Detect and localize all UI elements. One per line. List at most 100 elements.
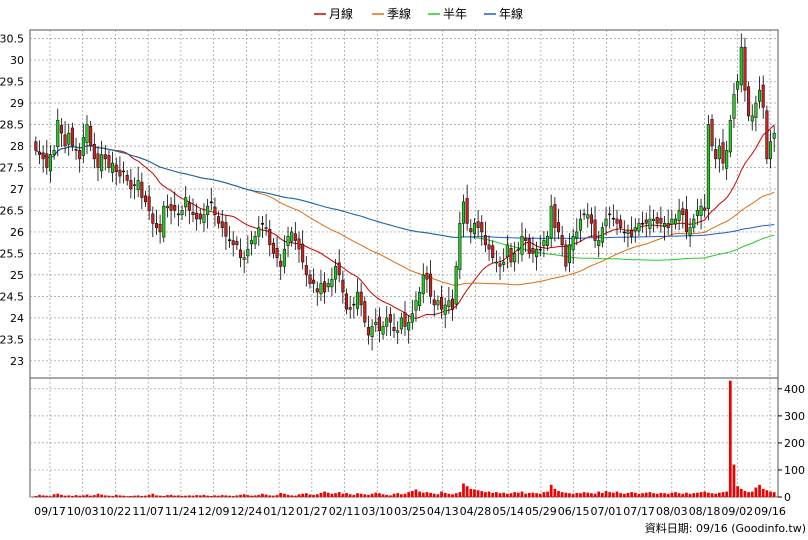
candle xyxy=(129,168,133,199)
legend: 月線 季線 半年 年線 xyxy=(314,6,523,21)
y-tick-label: 26 xyxy=(10,226,24,239)
volume-y-axis: 400 300 200 100 0 xyxy=(778,383,805,504)
candle xyxy=(363,296,367,328)
volume-bar xyxy=(513,492,517,497)
candle xyxy=(151,206,155,238)
candle xyxy=(114,157,118,186)
candle-body xyxy=(370,326,374,338)
volume-bar xyxy=(209,495,213,497)
candle xyxy=(165,194,169,218)
candle xyxy=(458,211,462,280)
legend-label: 月線 xyxy=(329,6,353,21)
candle xyxy=(527,233,531,259)
candle-body xyxy=(403,312,407,327)
x-tick-label: 03/25 xyxy=(394,505,426,518)
candle-body xyxy=(114,164,118,173)
x-tick-label: 09/16 xyxy=(754,505,786,518)
candle-body xyxy=(323,281,327,293)
candle xyxy=(323,272,327,304)
volume-bar xyxy=(685,492,688,497)
candle-body xyxy=(143,195,148,203)
candle xyxy=(560,225,564,257)
volume-bar xyxy=(564,492,568,497)
x-tick-label: 10/22 xyxy=(100,505,132,518)
candle xyxy=(549,194,553,248)
candle xyxy=(633,218,637,243)
candle-body xyxy=(235,241,239,246)
candle-body xyxy=(348,307,352,310)
candle-body xyxy=(377,316,381,331)
y-tick-label: 29 xyxy=(10,97,24,110)
volume-bar xyxy=(608,492,612,497)
candle-body xyxy=(224,222,228,237)
candle-body xyxy=(644,219,648,224)
candle-body xyxy=(257,227,261,237)
candle-body xyxy=(553,204,557,228)
legend-label: 年線 xyxy=(499,6,523,21)
candle xyxy=(677,198,681,231)
candle xyxy=(209,188,213,211)
candle-body xyxy=(268,229,272,246)
candle-body xyxy=(630,229,634,237)
volume-bar xyxy=(597,491,601,497)
candle xyxy=(176,204,180,227)
volume-bar xyxy=(703,491,707,497)
candle xyxy=(235,236,239,250)
volume-bar xyxy=(334,493,337,497)
candle-body xyxy=(772,132,776,139)
candle-body xyxy=(659,217,663,224)
x-tick-label: 08/18 xyxy=(689,505,721,518)
candle xyxy=(195,203,199,231)
candle xyxy=(611,204,615,227)
volume-bar xyxy=(67,495,71,497)
candle xyxy=(440,285,444,319)
volume-bar xyxy=(458,492,462,497)
candle xyxy=(169,197,173,225)
volume-bar xyxy=(509,493,513,497)
candle xyxy=(253,231,257,250)
candle xyxy=(582,208,586,220)
candle xyxy=(74,137,78,160)
volume-bar xyxy=(107,495,111,497)
candle-body xyxy=(326,283,330,288)
volume-bar xyxy=(721,492,725,497)
candle-body xyxy=(220,221,224,228)
candle xyxy=(48,145,52,183)
candle-body xyxy=(425,272,429,280)
candle-body xyxy=(195,212,199,220)
candle-body xyxy=(319,283,323,295)
candle xyxy=(505,235,509,269)
candle-body xyxy=(604,218,608,227)
volume-bar xyxy=(359,493,363,497)
candle xyxy=(41,145,45,173)
y-tick-label: 30.5 xyxy=(0,33,24,46)
volume-bar xyxy=(122,495,125,497)
candle xyxy=(59,118,63,147)
candle xyxy=(158,214,162,244)
candle-body xyxy=(516,248,520,251)
volume-bar xyxy=(769,491,772,497)
candle-body xyxy=(67,132,71,145)
volume-bar xyxy=(370,493,374,497)
candle xyxy=(615,209,619,235)
candle-body xyxy=(652,218,656,222)
candle xyxy=(224,215,228,250)
candle-body xyxy=(472,223,476,234)
volume-bar xyxy=(396,493,400,497)
volume-bar xyxy=(147,494,151,497)
volume-bar xyxy=(315,494,319,497)
candle xyxy=(315,281,319,306)
candle-body xyxy=(458,223,462,270)
volume-bar xyxy=(692,493,696,497)
candle xyxy=(692,213,696,233)
volume-bar xyxy=(341,493,345,497)
candle-body xyxy=(184,197,188,208)
volume-bar xyxy=(392,493,396,497)
candle-body xyxy=(549,205,553,239)
candle-body xyxy=(198,213,202,220)
candle xyxy=(750,104,754,131)
volume-tick-label: 100 xyxy=(784,464,805,477)
candle-body xyxy=(637,223,641,232)
candle xyxy=(421,263,425,304)
candle xyxy=(447,286,451,314)
